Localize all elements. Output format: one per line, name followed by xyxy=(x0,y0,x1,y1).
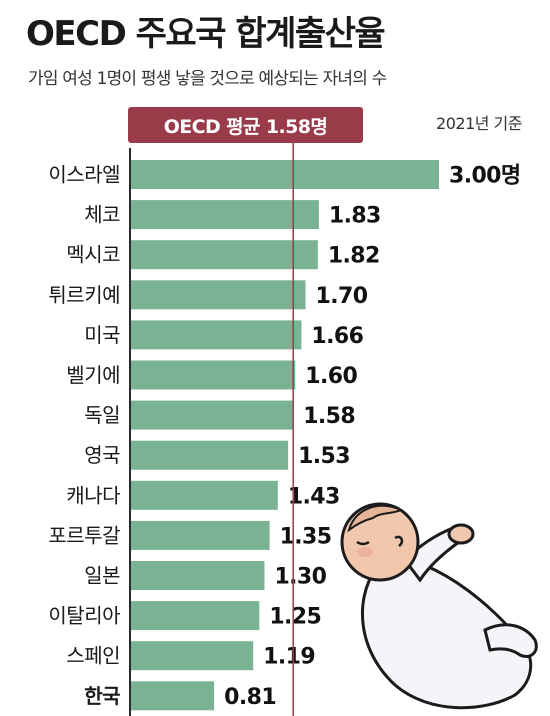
bar-13 xyxy=(131,681,215,711)
bar-8 xyxy=(131,480,278,510)
value-label-4: 1.66 xyxy=(311,324,363,349)
category-label-8: 캐나다 xyxy=(66,483,120,507)
category-label-9: 포르투갈 xyxy=(48,523,120,547)
value-label-5: 1.60 xyxy=(305,364,357,389)
category-label-12: 스페인 xyxy=(66,644,120,668)
oecd-average-badge: OECD 평균 1.58명 xyxy=(128,107,363,143)
bar-0 xyxy=(131,160,439,189)
category-label-2: 멕시코 xyxy=(66,243,120,267)
category-label-11: 이탈리아 xyxy=(48,604,120,628)
category-label-0: 이스라엘 xyxy=(48,163,120,187)
bar-12 xyxy=(131,641,254,671)
bar-9 xyxy=(131,520,270,550)
category-label-3: 튀르키예 xyxy=(48,283,120,307)
category-label-1: 체코 xyxy=(84,203,120,227)
value-label-6: 1.58 xyxy=(303,404,355,429)
value-label-2: 1.82 xyxy=(328,244,380,269)
bar-2 xyxy=(131,240,318,270)
category-label-5: 벨기에 xyxy=(66,363,120,387)
value-label-8: 1.43 xyxy=(288,484,340,509)
basis-year-label: 2021년 기준 xyxy=(436,114,522,133)
category-label-6: 독일 xyxy=(84,403,120,427)
chart-subtitle: 가임 여성 1명이 평생 낳을 것으로 예상되는 자녀의 수 xyxy=(28,69,387,89)
category-axis-line xyxy=(129,148,131,716)
bar-5 xyxy=(131,360,296,390)
category-label-7: 영국 xyxy=(84,443,120,467)
bar-10 xyxy=(131,561,265,590)
chart-title: OECD 주요국 합계출산율 xyxy=(26,14,386,54)
value-label-0: 3.00명 xyxy=(449,164,521,189)
bar-6 xyxy=(131,400,294,430)
bar-4 xyxy=(131,320,302,350)
value-label-13: 0.81 xyxy=(224,685,276,710)
value-label-12: 1.19 xyxy=(263,645,315,670)
baby-illustration xyxy=(340,502,538,710)
value-label-3: 1.70 xyxy=(316,284,368,309)
value-label-7: 1.53 xyxy=(298,444,350,469)
bar-7 xyxy=(131,440,289,470)
bar-11 xyxy=(131,601,260,631)
category-label-10: 일본 xyxy=(84,564,120,588)
category-label-13: 한국 xyxy=(84,684,120,708)
value-label-11: 1.25 xyxy=(269,605,321,630)
value-label-1: 1.83 xyxy=(329,204,381,229)
value-label-9: 1.35 xyxy=(280,524,332,549)
bar-1 xyxy=(131,200,319,230)
category-label-4: 미국 xyxy=(84,323,120,347)
value-label-10: 1.30 xyxy=(274,565,326,590)
bar-3 xyxy=(131,280,306,310)
